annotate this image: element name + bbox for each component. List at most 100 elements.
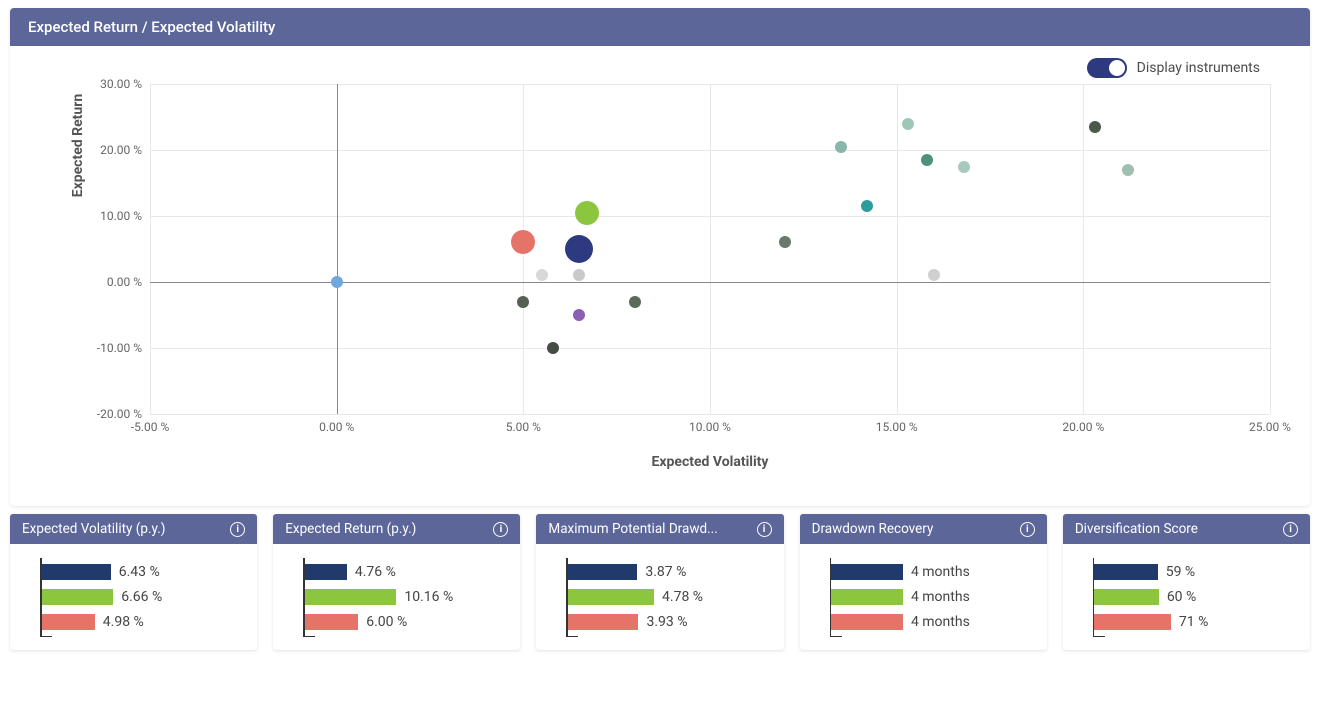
y-tick: 30.00 % bbox=[100, 77, 150, 91]
metric-header: Diversification Score i bbox=[1063, 514, 1310, 544]
gridline-v bbox=[1083, 84, 1084, 414]
info-icon[interactable]: i bbox=[1283, 522, 1298, 537]
gridline-v bbox=[150, 84, 151, 414]
metric-value: 59 % bbox=[1166, 564, 1195, 580]
metric-value: 3.87 % bbox=[645, 564, 686, 580]
scatter-point[interactable] bbox=[1089, 121, 1101, 133]
gridline-v bbox=[1270, 84, 1271, 414]
scatter-point[interactable] bbox=[835, 141, 847, 153]
metric-body: 4.76 % 10.16 % 6.00 % bbox=[273, 544, 520, 650]
metric-tile: Maximum Potential Drawd...i3.87 %4.78 %3… bbox=[536, 514, 783, 650]
info-icon[interactable]: i bbox=[230, 522, 245, 537]
metric-bar-row: 6.66 % bbox=[40, 586, 239, 608]
metric-header: Expected Return (p.y.) i bbox=[273, 514, 520, 544]
x-axis-line bbox=[150, 282, 1270, 283]
metric-bar bbox=[566, 564, 637, 580]
x-tick: 15.00 % bbox=[876, 414, 918, 434]
metric-bar-row: 6.43 % bbox=[40, 561, 239, 583]
metric-bar bbox=[1093, 589, 1159, 605]
metric-bar-row: 4 months bbox=[830, 561, 1029, 583]
metric-body: 3.87 % 4.78 % 3.93 % bbox=[536, 544, 783, 650]
metric-bar bbox=[40, 564, 111, 580]
metric-value: 4 months bbox=[911, 589, 970, 605]
x-tick: 10.00 % bbox=[689, 414, 731, 434]
metric-tile: Drawdown Recoveryi4 months4 months4 mont… bbox=[800, 514, 1047, 650]
metric-value: 6.43 % bbox=[119, 564, 160, 580]
metric-value: 4 months bbox=[911, 614, 970, 630]
metric-value: 3.93 % bbox=[646, 614, 687, 630]
metric-title: Expected Return (p.y.) bbox=[285, 521, 416, 537]
scatter-point[interactable] bbox=[573, 269, 585, 281]
metric-bar bbox=[303, 589, 396, 605]
metric-value: 6.66 % bbox=[121, 589, 162, 605]
scatter-point[interactable] bbox=[575, 201, 599, 225]
metric-body: 6.43 % 6.66 % 4.98 % bbox=[10, 544, 257, 650]
x-axis-label: Expected Volatility bbox=[150, 454, 1270, 470]
metric-axis bbox=[40, 558, 42, 636]
scatter-point[interactable] bbox=[902, 118, 914, 130]
metric-body: 4 months 4 months 4 months bbox=[800, 544, 1047, 650]
chart-body: Display instruments Expected Return -20.… bbox=[10, 46, 1310, 506]
x-tick: 20.00 % bbox=[1062, 414, 1104, 434]
info-icon[interactable]: i bbox=[757, 522, 772, 537]
metric-bar-row: 60 % bbox=[1093, 586, 1292, 608]
metric-title: Diversification Score bbox=[1075, 521, 1198, 537]
y-tick: 0.00 % bbox=[107, 275, 150, 289]
y-tick: -10.00 % bbox=[97, 341, 150, 355]
scatter-point[interactable] bbox=[958, 161, 970, 173]
y-axis-label: Expected Return bbox=[70, 94, 86, 197]
metric-tile: Expected Return (p.y.) i 4.76 % 10.16 % 6.00… bbox=[273, 514, 520, 650]
metric-axis bbox=[303, 558, 305, 636]
scatter-point[interactable] bbox=[573, 309, 585, 321]
metric-value: 4 months bbox=[911, 564, 970, 580]
metric-tile: Diversification Score i 59 % 60 % 71 % bbox=[1063, 514, 1310, 650]
scatter-point[interactable] bbox=[511, 230, 535, 254]
scatter-point[interactable] bbox=[517, 296, 529, 308]
metric-bar bbox=[1093, 564, 1158, 580]
scatter-point[interactable] bbox=[331, 276, 343, 288]
scatter-point[interactable] bbox=[779, 236, 791, 248]
scatter-point[interactable] bbox=[1122, 164, 1134, 176]
info-icon[interactable]: i bbox=[493, 522, 508, 537]
metric-value: 4.76 % bbox=[355, 564, 396, 580]
scatter-point[interactable] bbox=[928, 269, 940, 281]
metric-header: Drawdown Recovery i bbox=[800, 514, 1047, 544]
metric-header: Expected Volatility (p.y.)i bbox=[10, 514, 257, 544]
scatter-point[interactable] bbox=[547, 342, 559, 354]
toggle-row: Display instruments bbox=[50, 58, 1270, 78]
scatter-point[interactable] bbox=[921, 154, 933, 166]
metric-title: Maximum Potential Drawd... bbox=[548, 521, 717, 537]
metric-bar-row: 4.98 % bbox=[40, 611, 239, 633]
gridline-v bbox=[710, 84, 711, 414]
metric-bar-row: 59 % bbox=[1093, 561, 1292, 583]
metric-bar bbox=[830, 589, 903, 605]
metric-header: Maximum Potential Drawd... i bbox=[536, 514, 783, 544]
metric-title: Drawdown Recovery bbox=[812, 521, 934, 537]
metric-bar-row: 4 months bbox=[830, 586, 1029, 608]
metric-bar-row: 10.16 % bbox=[303, 586, 502, 608]
metric-bar bbox=[566, 614, 638, 630]
scatter-point[interactable] bbox=[536, 269, 548, 281]
metric-value: 71 % bbox=[1179, 614, 1208, 630]
scatter-point[interactable] bbox=[861, 200, 873, 212]
info-icon[interactable]: i bbox=[1020, 522, 1035, 537]
y-tick: 20.00 % bbox=[100, 143, 150, 157]
scatter-point[interactable] bbox=[629, 296, 641, 308]
metric-bar bbox=[303, 614, 358, 630]
metric-bar-row: 4.78 % bbox=[566, 586, 765, 608]
metric-value: 4.98 % bbox=[103, 614, 144, 630]
metric-bar bbox=[1093, 614, 1171, 630]
scatter-plot[interactable]: -20.00 %-10.00 %0.00 %10.00 %20.00 %30.0… bbox=[150, 84, 1270, 414]
display-instruments-toggle[interactable] bbox=[1087, 58, 1127, 78]
scatter-point[interactable] bbox=[565, 235, 593, 263]
toggle-label: Display instruments bbox=[1137, 60, 1260, 76]
metric-bar-row: 4.76 % bbox=[303, 561, 502, 583]
metric-bar bbox=[40, 614, 95, 630]
metric-value: 4.78 % bbox=[662, 589, 703, 605]
metric-body: 59 % 60 % 71 % bbox=[1063, 544, 1310, 650]
metric-bar bbox=[566, 589, 654, 605]
metric-value: 6.00 % bbox=[366, 614, 407, 630]
scatter-panel: Expected Return / Expected Volatility Di… bbox=[10, 8, 1310, 506]
y-axis-line bbox=[337, 84, 338, 414]
plot-wrap: Expected Return -20.00 %-10.00 %0.00 %10… bbox=[150, 84, 1270, 414]
